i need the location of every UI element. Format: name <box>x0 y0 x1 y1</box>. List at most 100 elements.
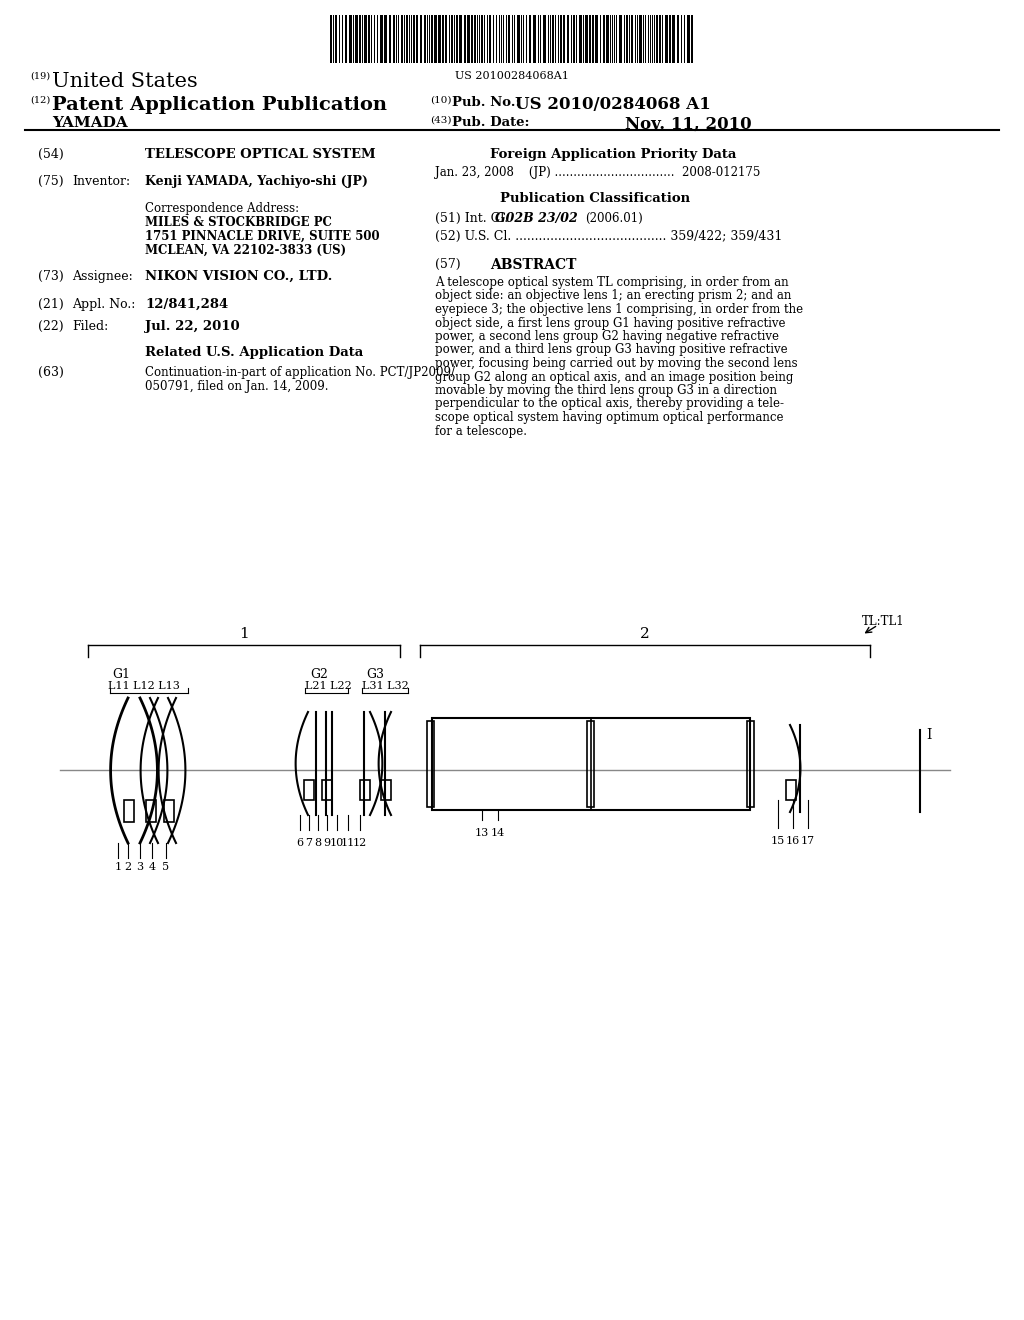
Text: Pub. Date:: Pub. Date: <box>452 116 529 129</box>
Bar <box>595 15 598 63</box>
Bar <box>489 15 490 63</box>
Bar <box>427 721 434 807</box>
Text: Related U.S. Application Data: Related U.S. Application Data <box>145 346 364 359</box>
Text: 3: 3 <box>136 862 143 873</box>
Bar <box>431 15 433 63</box>
Bar <box>529 15 531 63</box>
Text: (22): (22) <box>38 319 63 333</box>
Text: G1: G1 <box>112 668 130 681</box>
Text: (54): (54) <box>38 148 63 161</box>
Text: 6: 6 <box>296 838 303 847</box>
Text: TL:TL1: TL:TL1 <box>862 615 904 628</box>
Text: (75): (75) <box>38 176 63 187</box>
Bar <box>517 15 520 63</box>
Text: L11 L12 L13: L11 L12 L13 <box>108 681 180 690</box>
Text: Nov. 11, 2010: Nov. 11, 2010 <box>625 116 752 133</box>
Text: G02B 23/02: G02B 23/02 <box>495 213 578 224</box>
Bar <box>626 15 628 63</box>
Bar <box>330 15 332 63</box>
Bar <box>677 15 679 63</box>
Bar <box>746 721 754 807</box>
Text: (21): (21) <box>38 298 63 312</box>
Bar <box>464 15 466 63</box>
Bar <box>589 15 591 63</box>
Text: 15: 15 <box>771 836 785 846</box>
Bar <box>687 15 690 63</box>
Bar <box>416 15 418 63</box>
Text: 9: 9 <box>324 838 331 847</box>
Bar <box>474 15 476 63</box>
Bar <box>406 15 408 63</box>
Text: 5: 5 <box>163 862 170 873</box>
Text: (12): (12) <box>30 96 50 106</box>
Text: I: I <box>926 729 932 742</box>
Bar <box>786 780 796 800</box>
Text: (19): (19) <box>30 73 50 81</box>
Text: eyepiece 3; the objective lens 1 comprising, in order from the: eyepiece 3; the objective lens 1 compris… <box>435 304 803 315</box>
Text: for a telescope.: for a telescope. <box>435 425 527 437</box>
Text: 7: 7 <box>305 838 312 847</box>
Text: 1: 1 <box>115 862 122 873</box>
Bar <box>420 15 422 63</box>
Bar <box>665 15 668 63</box>
Text: 1: 1 <box>240 627 249 642</box>
Bar <box>639 15 642 63</box>
Bar <box>381 780 391 800</box>
Bar <box>481 15 483 63</box>
Bar <box>349 15 352 63</box>
Bar <box>560 15 562 63</box>
Bar <box>471 15 473 63</box>
Text: US 20100284068A1: US 20100284068A1 <box>455 71 569 81</box>
Bar <box>380 15 383 63</box>
Text: (57): (57) <box>435 257 461 271</box>
Bar <box>669 15 671 63</box>
Text: perpendicular to the optical axis, thereby providing a tele-: perpendicular to the optical axis, there… <box>435 397 784 411</box>
Bar <box>587 721 594 807</box>
Bar <box>552 15 554 63</box>
Text: YAMADA: YAMADA <box>52 116 128 129</box>
Text: Publication Classification: Publication Classification <box>500 191 690 205</box>
Text: United States: United States <box>52 73 198 91</box>
Text: (73): (73) <box>38 271 63 282</box>
Text: Kenji YAMADA, Yachiyo-shi (JP): Kenji YAMADA, Yachiyo-shi (JP) <box>145 176 368 187</box>
Bar <box>656 15 658 63</box>
Bar <box>393 15 395 63</box>
Text: Patent Application Publication: Patent Application Publication <box>52 96 387 114</box>
Text: Filed:: Filed: <box>72 319 109 333</box>
Bar <box>304 780 314 800</box>
Text: object side, a first lens group G1 having positive refractive: object side, a first lens group G1 havin… <box>435 317 785 330</box>
Bar <box>335 15 337 63</box>
Text: 11: 11 <box>341 838 355 847</box>
Text: US 2010/0284068 A1: US 2010/0284068 A1 <box>515 96 711 114</box>
Bar <box>563 15 565 63</box>
Text: 4: 4 <box>148 862 156 873</box>
Bar <box>672 15 675 63</box>
Text: (10): (10) <box>430 96 452 106</box>
Bar <box>631 15 633 63</box>
Text: A telescope optical system TL comprising, in order from an: A telescope optical system TL comprising… <box>435 276 788 289</box>
Text: power, a second lens group G2 having negative refractive: power, a second lens group G2 having neg… <box>435 330 779 343</box>
Text: Appl. No.:: Appl. No.: <box>72 298 135 312</box>
Text: 10: 10 <box>330 838 344 847</box>
Text: power, focusing being carried out by moving the second lens: power, focusing being carried out by mov… <box>435 356 798 370</box>
Text: Jul. 22, 2010: Jul. 22, 2010 <box>145 319 240 333</box>
Text: MCLEAN, VA 22102-3833 (US): MCLEAN, VA 22102-3833 (US) <box>145 244 346 257</box>
Bar <box>389 15 391 63</box>
Text: object side: an objective lens 1; an erecting prism 2; and an: object side: an objective lens 1; an ere… <box>435 289 792 302</box>
Text: TELESCOPE OPTICAL SYSTEM: TELESCOPE OPTICAL SYSTEM <box>145 148 376 161</box>
Text: (52) U.S. Cl. ....................................... 359/422; 359/431: (52) U.S. Cl. ..........................… <box>435 230 782 243</box>
Bar <box>355 15 358 63</box>
Bar <box>384 15 387 63</box>
Bar <box>467 15 470 63</box>
Bar <box>543 15 546 63</box>
Text: Inventor:: Inventor: <box>72 176 130 187</box>
Text: MILES & STOCKBRIDGE PC: MILES & STOCKBRIDGE PC <box>145 216 332 228</box>
Text: NIKON VISION CO., LTD.: NIKON VISION CO., LTD. <box>145 271 333 282</box>
Bar <box>413 15 415 63</box>
Bar <box>691 15 693 63</box>
Text: (51) Int. Cl.: (51) Int. Cl. <box>435 213 508 224</box>
Text: Assignee:: Assignee: <box>72 271 133 282</box>
Text: 050791, filed on Jan. 14, 2009.: 050791, filed on Jan. 14, 2009. <box>145 380 329 393</box>
Text: Jan. 23, 2008    (JP) ................................  2008-012175: Jan. 23, 2008 (JP) .....................… <box>435 166 761 180</box>
Text: 17: 17 <box>801 836 815 846</box>
